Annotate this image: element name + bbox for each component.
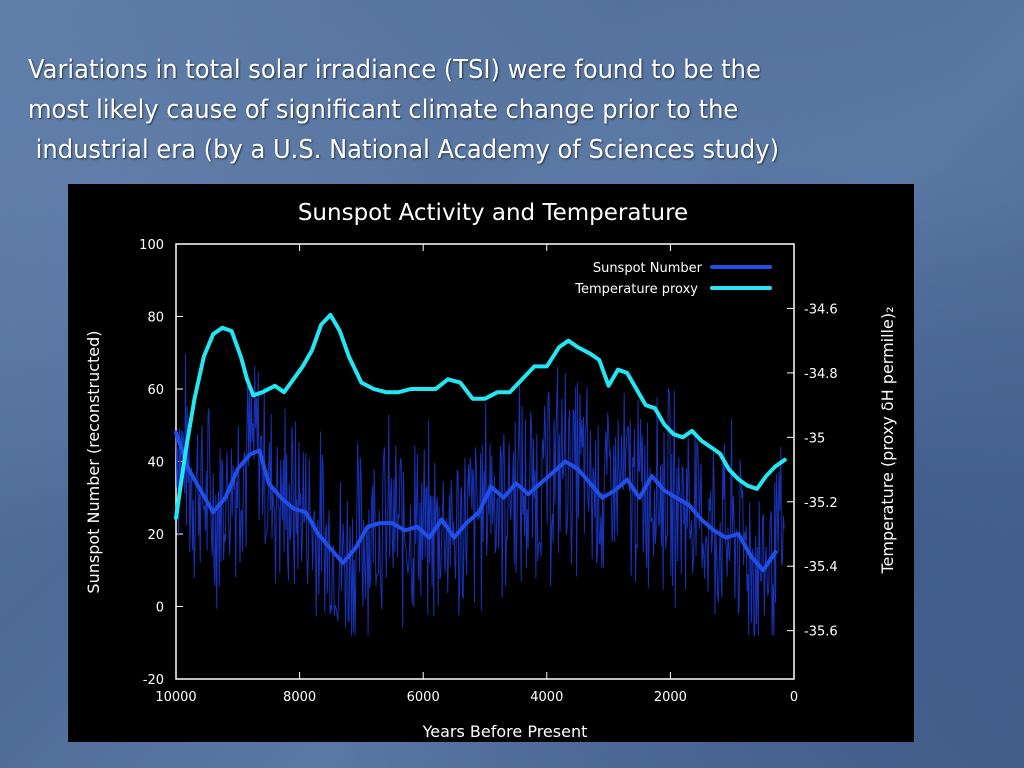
legend-label-temperature: Temperature proxy [574,282,698,297]
x-tick-label: 2000 [654,690,687,705]
chart: Sunspot Activity and Temperature 10000 80… [84,200,897,741]
sunspot-number-line [174,430,778,573]
temperature-proxy-line [174,312,787,520]
slide-text-line-2: most likely cause of significant climate… [28,95,739,125]
slide-text-line-3: industrial era (by a U.S. National Acade… [28,135,780,165]
slide-text-line-1: Variations in total solar irradiance (TS… [28,55,761,85]
sunspot-raw-layer [175,354,785,638]
x-tick-label: 0 [790,690,798,705]
slide-text: Variations in total solar irradiance (TS… [28,50,939,170]
y2-tick-label: -35.6 [804,625,838,640]
y-tick-label: -20 [143,673,164,688]
y2-tick-label: -34.6 [804,302,838,317]
y2-tick-label: -34.8 [804,367,838,382]
y-tick-label: 20 [147,528,164,543]
y-tick-label: 0 [156,601,164,616]
chart-title: Sunspot Activity and Temperature [298,200,688,226]
y-tick-label: 40 [147,456,164,471]
y2-tick-label: -35 [804,431,825,446]
legend-label-sunspot: Sunspot Number [593,261,703,276]
legend: Sunspot Number Temperature proxy [574,261,772,297]
sunspot-raw-signal [175,354,785,638]
x-tick-label: 4000 [530,690,563,705]
y-tick-label: 80 [147,311,164,326]
series-layer [174,312,787,573]
ticks-layer: 10000 8000 6000 4000 2000 0 -20 0 20 40 60 80 100 -34… [139,238,837,705]
y2-tick-label: -35.4 [804,560,838,575]
x-tick-label: 10000 [155,690,196,705]
chart-panel: Sunspot Activity and Temperature 10000 80… [68,184,914,742]
y-axis-title: Sunspot Number (reconstructed) [84,330,103,593]
y-tick-label: 60 [147,383,164,398]
x-tick-label: 8000 [283,690,316,705]
y-tick-label: 100 [139,238,164,253]
y2-tick-label: -35.2 [804,496,838,511]
x-tick-label: 6000 [407,690,440,705]
y2-axis-title: Temperature (proxy δH permille)₂ [878,306,897,574]
x-axis-title: Years Before Present [422,722,588,741]
